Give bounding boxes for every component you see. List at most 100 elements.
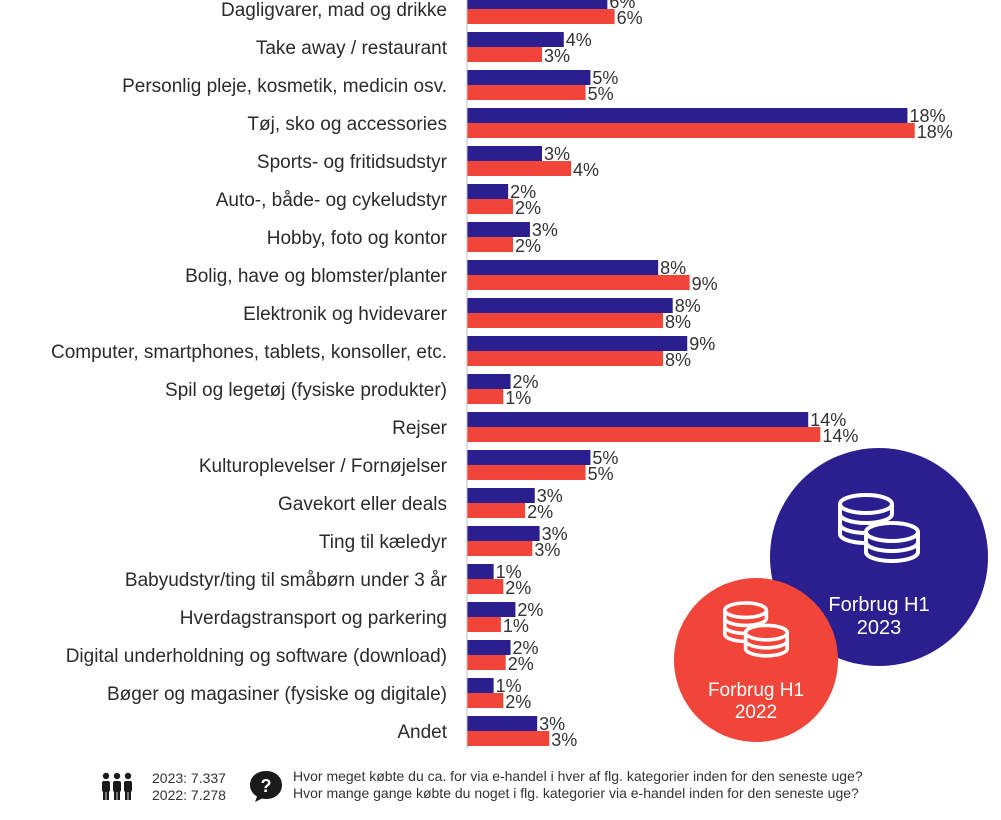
- legend-year-2023: 2023: [856, 617, 902, 639]
- value-label-2023: 2%: [513, 372, 539, 392]
- bar-2022: [467, 85, 586, 100]
- bar-2022: [467, 9, 615, 24]
- value-label-2023: 1%: [496, 676, 522, 696]
- value-label-2022: 6%: [617, 8, 643, 28]
- value-label-2023: 8%: [675, 296, 701, 316]
- legend-bubble-2022: Forbrug H1 2022: [674, 578, 838, 742]
- category-label: Computer, smartphones, tablets, konsolle…: [51, 342, 447, 363]
- bar-2023: [467, 336, 688, 351]
- value-label-2023: 3%: [539, 714, 565, 734]
- bar-2022: [467, 199, 513, 214]
- bar-2023: [467, 412, 809, 427]
- value-label-2023: 1%: [496, 562, 522, 582]
- value-label-2023: 2%: [510, 182, 536, 202]
- bar-2022: [467, 313, 664, 328]
- question-1: Hvor meget købte du ca. for via e-handel…: [293, 768, 863, 784]
- value-label-2022: 18%: [917, 122, 953, 142]
- bar-2022: [467, 237, 513, 252]
- value-label-2023: 5%: [592, 68, 618, 88]
- bar-2022: [467, 275, 690, 290]
- value-label-2022: 3%: [534, 540, 560, 560]
- value-label-2023: 6%: [609, 0, 635, 12]
- legend-year-2022: 2022: [734, 702, 778, 724]
- bar-2023: [467, 222, 530, 237]
- category-label: Spil og legetøj (fysiske produkter): [165, 380, 447, 401]
- bar-2023: [467, 716, 538, 731]
- category-label: Babyudstyr/ting til småbørn under 3 år: [125, 570, 448, 591]
- value-label-2022: 1%: [503, 616, 529, 636]
- category-label: Hverdagstransport og parkering: [180, 608, 447, 629]
- question-2: Hvor mange gange købte du noget i flg. k…: [293, 785, 859, 801]
- value-label-2023: 5%: [592, 448, 618, 468]
- value-label-2022: 9%: [692, 274, 718, 294]
- bar-2022: [467, 351, 664, 366]
- bar-2023: [467, 450, 591, 465]
- bar-2022: [467, 503, 526, 518]
- category-label: Personlig pleje, kosmetik, medicin osv.: [122, 76, 447, 97]
- bar-2023: [467, 260, 659, 275]
- coins-icon: [722, 601, 789, 658]
- bar-2023: [467, 564, 494, 579]
- bar-2022: [467, 693, 504, 708]
- coins-icon: [837, 493, 920, 563]
- value-label-2023: 4%: [566, 30, 592, 50]
- category-label: Rejser: [392, 418, 448, 439]
- category-label: Dagligvarer, mad og drikke: [221, 0, 447, 21]
- bar-2022: [467, 731, 550, 746]
- category-label: Sports- og fritidsudstyr: [257, 152, 448, 173]
- footer: 2023: 7.337 2022: 7.278 ? Hvor meget køb…: [0, 762, 1001, 812]
- value-label-2023: 2%: [517, 600, 543, 620]
- bar-2022: [467, 389, 504, 404]
- category-label: Gavekort eller deals: [278, 494, 447, 515]
- value-label-2022: 2%: [505, 578, 531, 598]
- value-label-2023: 18%: [909, 106, 945, 126]
- category-label: Kulturoplevelser / Fornøjelser: [199, 456, 448, 477]
- survey-questions: Hvor meget købte du ca. for via e-handel…: [293, 768, 863, 802]
- value-label-2022: 2%: [508, 654, 534, 674]
- bar-2022: [467, 579, 504, 594]
- value-label-2023: 3%: [537, 486, 563, 506]
- bar-2023: [467, 184, 509, 199]
- category-label: Bolig, have og blomster/planter: [185, 266, 448, 287]
- category-label: Hobby, foto og kontor: [267, 228, 448, 249]
- bar-2022: [467, 427, 821, 442]
- value-label-2022: 2%: [515, 236, 541, 256]
- value-label-2022: 2%: [527, 502, 553, 522]
- value-label-2023: 3%: [532, 220, 558, 240]
- value-label-2022: 4%: [573, 160, 599, 180]
- category-label: Bøger og magasiner (fysiske og digitale): [107, 684, 447, 705]
- value-label-2023: 8%: [660, 258, 686, 278]
- bar-2023: [467, 602, 516, 617]
- value-label-2022: 14%: [822, 426, 858, 446]
- value-label-2022: 5%: [588, 84, 614, 104]
- value-label-2023: 3%: [542, 524, 568, 544]
- bar-2022: [467, 541, 533, 556]
- bar-2022: [467, 655, 506, 670]
- bar-2023: [467, 374, 511, 389]
- bar-2022: [467, 123, 915, 138]
- sample-2023: 2023: 7.337: [152, 770, 226, 786]
- value-label-2022: 3%: [544, 46, 570, 66]
- category-label: Elektronik og hvidevarer: [243, 304, 447, 325]
- svg-text:?: ?: [261, 776, 272, 796]
- category-label: Auto-, både- og cykeludstyr: [216, 190, 448, 211]
- bar-2023: [467, 298, 673, 313]
- value-label-2023: 14%: [810, 410, 846, 430]
- value-label-2023: 9%: [689, 334, 715, 354]
- legend-title-2022: Forbrug H1: [707, 680, 805, 702]
- category-label: Take away / restaurant: [256, 38, 448, 59]
- bar-2023: [467, 70, 591, 85]
- value-label-2023: 2%: [513, 638, 539, 658]
- bar-2023: [467, 32, 564, 47]
- sample-sizes: 2023: 7.337 2022: 7.278: [152, 770, 226, 804]
- bar-2022: [467, 465, 586, 480]
- bar-2023: [467, 488, 535, 503]
- value-label-2022: 8%: [665, 312, 691, 332]
- category-label: Digital underholdning og software (downl…: [66, 646, 447, 667]
- bar-2023: [467, 640, 511, 655]
- bar-2023: [467, 146, 543, 161]
- sample-2022: 2022: 7.278: [152, 787, 226, 803]
- value-label-2022: 2%: [515, 198, 541, 218]
- bar-2023: [467, 0, 608, 9]
- value-label-2023: 3%: [544, 144, 570, 164]
